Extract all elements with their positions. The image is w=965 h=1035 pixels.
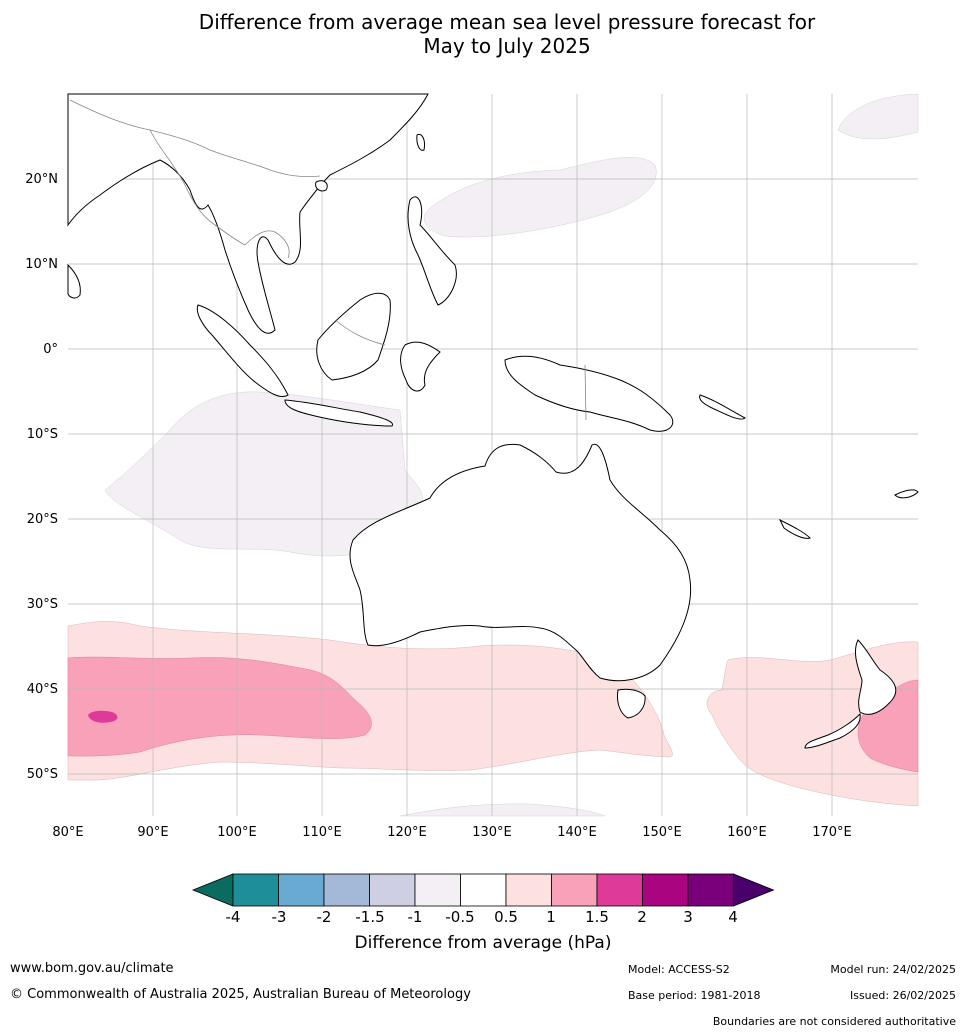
anomaly-region-south-strip: [399, 803, 606, 817]
colorbar-extend-low: [191, 873, 234, 907]
nz-south-island-outline: [804, 712, 861, 749]
lon-label-120e: 120°E: [387, 825, 427, 840]
cb-tick-3: -1.5: [355, 908, 384, 926]
base-period: Base period: 1981-2018: [628, 989, 761, 1002]
colorbar-swatch-6: [460, 873, 507, 907]
sumatra-outline: [196, 304, 289, 397]
colorbar-swatch-9: [596, 873, 643, 907]
cb-tick-9: 2: [637, 908, 647, 926]
cb-tick-11: 4: [728, 908, 738, 926]
anomaly-region-ne-corner: [837, 93, 919, 140]
anomaly-peak-west: [88, 710, 118, 723]
map-title: Difference from average mean sea level p…: [0, 10, 965, 58]
lon-label-110e: 110°E: [302, 825, 342, 840]
colorbar-swatch-3: [323, 873, 370, 907]
australia-outline: [349, 443, 692, 682]
lat-label-20s: 20°S: [27, 512, 58, 527]
asia-mainland-outline: [67, 93, 429, 334]
colorbar-swatch-5: [414, 873, 461, 907]
colorbar-tick-labels: -4 -3 -2 -1.5 -1 -0.5 0.5 1 1.5 2 3 4: [226, 908, 738, 926]
nz-north-island-outline: [855, 639, 897, 715]
coastlines: [67, 93, 919, 749]
website-link[interactable]: www.bom.gov.au/climate: [10, 961, 174, 976]
title-line-1: Difference from average mean sea level p…: [198, 10, 816, 34]
borneo-outline: [316, 292, 391, 381]
lat-label-0: 0°: [43, 342, 58, 357]
lat-label-20n: 20°N: [25, 172, 58, 187]
model-run-date: Model run: 24/02/2025: [830, 963, 956, 976]
lat-label-10n: 10°N: [25, 257, 58, 272]
philippines-outline: [407, 196, 457, 306]
country-borders: [69, 99, 587, 421]
lon-label-150e: 150°E: [642, 825, 682, 840]
cb-tick-4: -1: [408, 908, 423, 926]
anomaly-region-indian-ocean: [104, 391, 423, 557]
colorbar-swatch-2: [278, 873, 325, 907]
colorbar-swatch-7: [505, 873, 552, 907]
colorbar-swatch-8: [551, 873, 598, 907]
lon-label-140e: 140°E: [557, 825, 597, 840]
lat-label-10s: 10°S: [27, 427, 58, 442]
anomaly-region-north-pacific: [423, 157, 657, 238]
title-line-2: May to July 2025: [423, 34, 591, 58]
longitude-labels: 80°E 90°E 100°E 110°E 120°E 130°E 140°E …: [52, 825, 851, 840]
cb-tick-6: 0.5: [494, 908, 518, 926]
cb-tick-7: 1: [546, 908, 556, 926]
latitude-labels: 20°N 10°N 0° 10°S 20°S 30°S 40°S 50°S: [25, 172, 58, 782]
hainan-outline: [315, 180, 328, 192]
colorbar: [191, 873, 775, 907]
sulawesi-outline: [400, 341, 441, 392]
cb-tick-2: -2: [317, 908, 332, 926]
colorbar-swatch-10: [642, 873, 689, 907]
solomon-islands-outline: [699, 394, 746, 420]
cb-tick-0: -4: [226, 908, 241, 926]
colorbar-swatch-1: [232, 873, 279, 907]
colorbar-label: Difference from average (hPa): [355, 933, 612, 953]
lat-label-30s: 30°S: [27, 597, 58, 612]
india-tip-outline: [67, 263, 81, 299]
copyright-text: © Commonwealth of Australia 2025, Austra…: [10, 987, 471, 1002]
model-name: Model: ACCESS-S2: [628, 963, 730, 976]
lon-label-160e: 160°E: [727, 825, 767, 840]
lat-label-50s: 50°S: [27, 767, 58, 782]
lon-label-100e: 100°E: [217, 825, 257, 840]
colorbar-extend-high: [733, 873, 775, 907]
lat-label-40s: 40°S: [27, 682, 58, 697]
new-guinea-outline: [504, 355, 674, 432]
tasmania-outline: [617, 688, 646, 719]
boundaries-disclaimer: Boundaries are not considered authoritat…: [712, 1015, 956, 1028]
colorbar-swatch-4: [369, 873, 416, 907]
lon-label-90e: 90°E: [137, 825, 168, 840]
lon-label-170e: 170°E: [812, 825, 852, 840]
fiji-outline: [894, 489, 919, 499]
cb-tick-8: 1.5: [585, 908, 609, 926]
taiwan-outline: [416, 133, 425, 151]
cb-tick-5: -0.5: [445, 908, 474, 926]
lon-label-130e: 130°E: [472, 825, 512, 840]
issued-date: Issued: 26/02/2025: [849, 989, 956, 1002]
java-outline: [284, 399, 394, 427]
colorbar-swatch-11: [687, 873, 734, 907]
cb-tick-10: 3: [683, 908, 693, 926]
anomaly-core-west: [67, 656, 372, 757]
new-caledonia-outline: [778, 518, 811, 539]
lon-label-80e: 80°E: [52, 825, 83, 840]
cb-tick-1: -3: [272, 908, 287, 926]
